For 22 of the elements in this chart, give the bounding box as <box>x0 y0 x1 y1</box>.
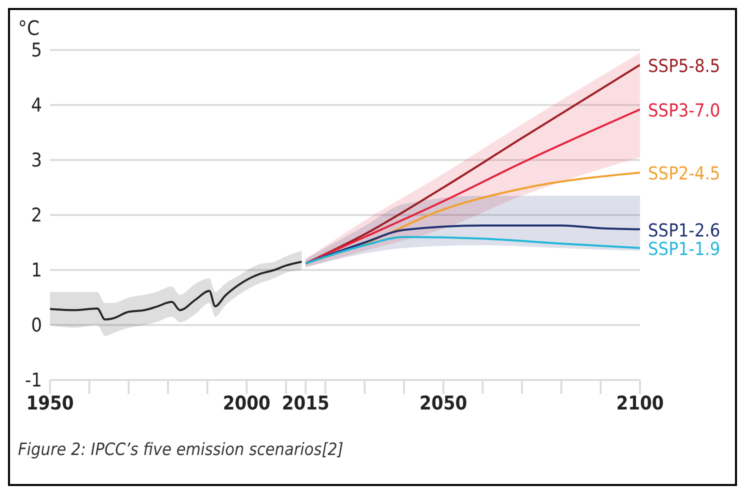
y-tick-label: 3 <box>31 150 42 172</box>
x-tick-label: 2015 <box>282 392 330 414</box>
series-label: SSP3-7.0 <box>648 100 720 122</box>
line-series <box>50 260 303 320</box>
y-tick-label: 1 <box>31 260 42 282</box>
line-series <box>304 236 640 264</box>
y-tick-label: 4 <box>31 94 42 117</box>
caption: Figure 2: IPCC’s five emission scenarios[2] <box>18 440 344 460</box>
series-label: SSP1-1.9 <box>648 239 720 260</box>
x-tick-label: 1950 <box>26 392 74 414</box>
x-tick-label: 2100 <box>616 392 664 414</box>
series-label: SSP1-2.6 <box>648 220 720 242</box>
y-axis-title: °C <box>18 16 40 40</box>
line-series <box>304 224 640 264</box>
x-tick-label: 2050 <box>420 392 468 414</box>
y-tick-label: 0 <box>31 314 42 337</box>
x-tick-label: 2000 <box>222 392 271 414</box>
series-label: SSP2-4.5 <box>648 164 720 185</box>
y-tick-label: 5 <box>31 40 42 62</box>
series-label: SSP5-8.5 <box>648 56 720 77</box>
y-tick-label: 2 <box>31 204 42 227</box>
y-tick-label: -1 <box>24 370 42 392</box>
